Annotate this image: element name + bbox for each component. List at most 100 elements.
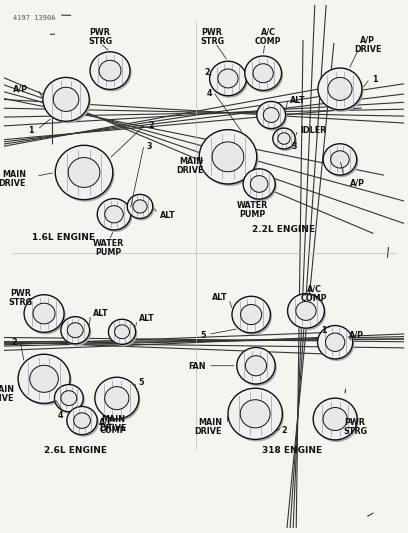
Text: WATER
PUMP: WATER PUMP: [237, 201, 268, 219]
Ellipse shape: [201, 132, 258, 186]
Text: ALT: ALT: [212, 293, 227, 302]
Text: 318 ENGINE: 318 ENGINE: [262, 446, 322, 455]
Ellipse shape: [57, 148, 114, 201]
Ellipse shape: [74, 413, 91, 429]
Ellipse shape: [273, 128, 295, 149]
Ellipse shape: [289, 296, 326, 330]
Ellipse shape: [110, 321, 137, 346]
Text: 1: 1: [29, 126, 34, 135]
Ellipse shape: [20, 357, 72, 406]
Ellipse shape: [61, 317, 90, 344]
Ellipse shape: [105, 206, 123, 223]
Ellipse shape: [109, 319, 135, 344]
Ellipse shape: [97, 199, 131, 230]
Text: MAIN
DRIVE: MAIN DRIVE: [0, 385, 14, 403]
Ellipse shape: [18, 354, 70, 403]
Text: 4: 4: [206, 88, 212, 98]
Text: 2.2L ENGINE: 2.2L ENGINE: [253, 225, 315, 235]
Ellipse shape: [228, 388, 282, 439]
Text: 3: 3: [292, 142, 297, 151]
Ellipse shape: [246, 356, 266, 376]
Ellipse shape: [133, 200, 147, 213]
Ellipse shape: [238, 350, 277, 386]
Ellipse shape: [96, 379, 140, 421]
Ellipse shape: [319, 70, 364, 112]
Text: 1: 1: [372, 75, 377, 84]
Ellipse shape: [212, 142, 244, 172]
Ellipse shape: [246, 58, 283, 93]
Ellipse shape: [129, 197, 154, 221]
Ellipse shape: [240, 400, 270, 428]
Text: A/C
COMP: A/C COMP: [255, 28, 281, 46]
Text: PWR
STRG: PWR STRG: [200, 28, 224, 46]
Ellipse shape: [319, 328, 354, 361]
Ellipse shape: [313, 398, 357, 440]
Text: A/P: A/P: [13, 84, 28, 93]
Text: ALT: ALT: [93, 309, 109, 318]
Ellipse shape: [33, 303, 55, 324]
Text: 5: 5: [138, 378, 144, 387]
Text: 4: 4: [58, 411, 63, 420]
Ellipse shape: [296, 302, 316, 320]
Ellipse shape: [251, 176, 268, 192]
Ellipse shape: [67, 323, 83, 338]
Ellipse shape: [245, 56, 282, 91]
Ellipse shape: [318, 68, 362, 110]
Ellipse shape: [68, 158, 100, 188]
Ellipse shape: [257, 101, 286, 128]
Ellipse shape: [105, 386, 129, 410]
Ellipse shape: [43, 77, 89, 122]
Text: MAIN
DRIVE: MAIN DRIVE: [176, 157, 203, 175]
Ellipse shape: [232, 296, 271, 333]
Ellipse shape: [317, 326, 353, 359]
Text: 4197 1390A: 4197 1390A: [13, 15, 55, 21]
Text: 2.6L ENGINE: 2.6L ENGINE: [44, 446, 107, 455]
Text: ALT: ALT: [160, 211, 175, 220]
Ellipse shape: [44, 79, 91, 123]
Ellipse shape: [218, 69, 238, 88]
Ellipse shape: [274, 130, 297, 151]
Ellipse shape: [69, 409, 99, 437]
Text: 3: 3: [146, 142, 151, 151]
Ellipse shape: [315, 400, 359, 442]
Text: IDLER: IDLER: [300, 126, 326, 135]
Text: A/P: A/P: [349, 331, 364, 340]
Text: 1.6L ENGINE: 1.6L ENGINE: [32, 233, 95, 243]
Ellipse shape: [90, 52, 130, 90]
Ellipse shape: [278, 133, 290, 144]
Ellipse shape: [323, 408, 347, 431]
Ellipse shape: [62, 319, 91, 346]
Text: 2: 2: [281, 426, 287, 435]
Text: A/P: A/P: [350, 179, 365, 188]
Ellipse shape: [211, 63, 248, 98]
Text: 2: 2: [11, 338, 17, 347]
Ellipse shape: [325, 146, 358, 177]
Ellipse shape: [54, 384, 83, 411]
Ellipse shape: [53, 87, 79, 111]
Ellipse shape: [326, 333, 345, 351]
Text: MAIN
DRIVE: MAIN DRIVE: [99, 415, 126, 433]
Ellipse shape: [30, 365, 58, 392]
Ellipse shape: [26, 297, 66, 334]
Ellipse shape: [199, 130, 257, 184]
Ellipse shape: [24, 295, 64, 332]
Text: MAIN
DRIVE: MAIN DRIVE: [0, 169, 26, 188]
Ellipse shape: [115, 325, 129, 338]
Ellipse shape: [241, 304, 262, 325]
Ellipse shape: [55, 146, 113, 200]
Text: A/C
COMP: A/C COMP: [301, 285, 327, 303]
Ellipse shape: [127, 195, 153, 219]
Ellipse shape: [243, 169, 275, 199]
Ellipse shape: [234, 298, 272, 335]
Ellipse shape: [56, 386, 85, 414]
Text: 5: 5: [200, 331, 206, 340]
Ellipse shape: [92, 54, 132, 92]
Ellipse shape: [230, 390, 284, 441]
Text: A/P
DRIVE: A/P DRIVE: [354, 36, 381, 53]
Ellipse shape: [67, 407, 97, 435]
Ellipse shape: [99, 60, 121, 81]
Ellipse shape: [61, 391, 77, 406]
Ellipse shape: [99, 201, 133, 232]
Ellipse shape: [263, 108, 279, 123]
Text: PWR
STRG: PWR STRG: [88, 28, 112, 46]
